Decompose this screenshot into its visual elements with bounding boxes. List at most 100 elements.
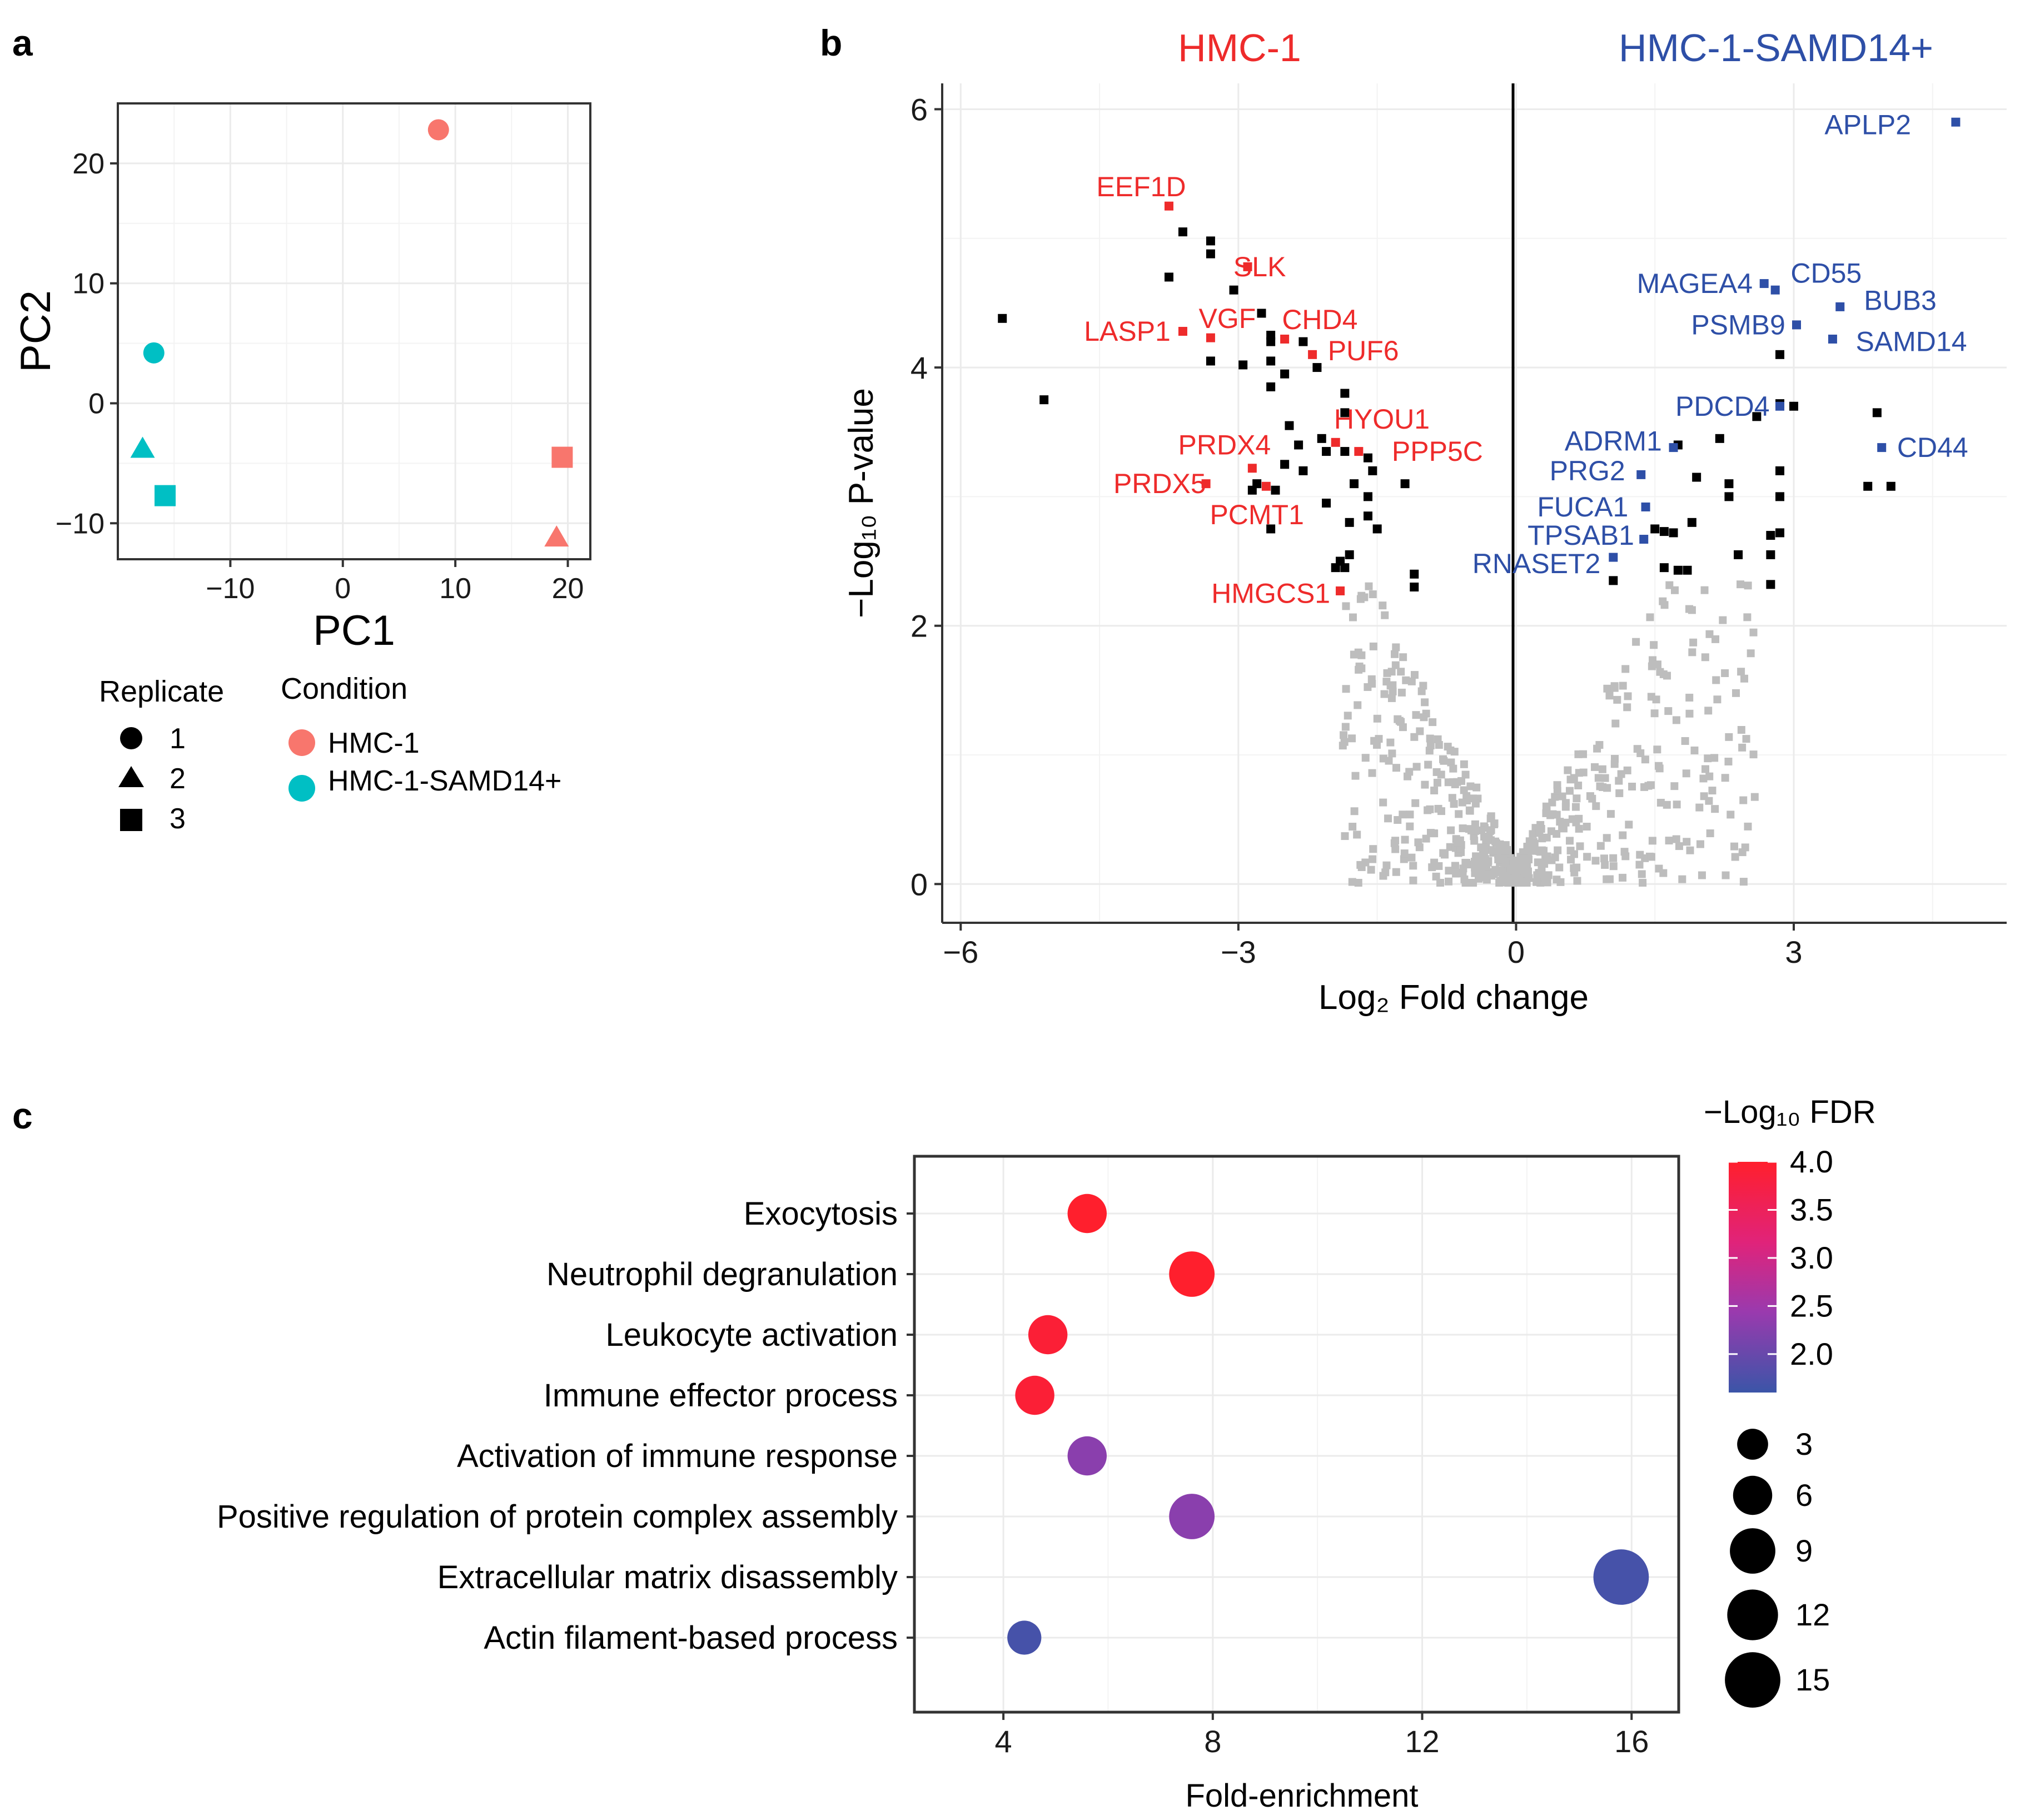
pca-point [427, 119, 449, 141]
volcano-ns-point [1409, 876, 1417, 884]
volcano-ns-point [1460, 760, 1468, 768]
volcano-ns-point [1686, 846, 1694, 854]
go-x-tick-label: 8 [1204, 1724, 1221, 1759]
volcano-ns-point [1648, 837, 1656, 845]
volcano-ns-point [1450, 800, 1458, 808]
volcano-ns-point [1547, 827, 1555, 836]
go-x-tick-label: 12 [1405, 1724, 1439, 1759]
volcano-nonsignificant-points [1339, 580, 1759, 887]
volcano-ns-point [1484, 871, 1492, 879]
volcano-ns-point [1369, 845, 1377, 853]
volcano-ns-point [1598, 765, 1606, 773]
volcano-ns-point [1673, 800, 1681, 809]
volcano-ns-point [1520, 854, 1528, 863]
volcano-sig-point [1340, 408, 1350, 417]
volcano-ns-point [1704, 707, 1713, 715]
fdr-tick-label: 3.0 [1790, 1240, 1833, 1275]
volcano-ns-point [1402, 676, 1410, 684]
gene-label-puf6: PUF6 [1328, 335, 1399, 366]
volcano-labeled-point [1609, 553, 1618, 562]
volcano-ns-point [1722, 871, 1730, 879]
volcano-ns-point [1340, 731, 1348, 739]
go-point [1067, 1194, 1107, 1234]
go-point [1015, 1375, 1054, 1415]
legend-replicate-3: 3 [170, 803, 186, 835]
volcano-ns-point [1379, 601, 1387, 610]
volcano-sig-point [1257, 309, 1266, 318]
volcano-ns-point [1625, 821, 1633, 829]
volcano-ns-point [1525, 837, 1534, 846]
volcano-ns-point [1737, 580, 1745, 589]
fdr-legend-title: −Log₁₀ FDR [1704, 1094, 1876, 1130]
volcano-ns-point [1590, 763, 1599, 771]
volcano-ns-point [1571, 803, 1580, 811]
size-legend-dot [1733, 1475, 1773, 1515]
volcano-ns-point [1659, 670, 1668, 678]
gene-label-hyou1: HYOU1 [1334, 404, 1430, 435]
volcano-ns-point [1613, 695, 1621, 704]
volcano-sig-point [1400, 479, 1410, 489]
volcano-sig-point [1886, 481, 1895, 491]
volcano-ns-point [1392, 868, 1400, 876]
volcano-labeled-point [1669, 443, 1678, 452]
volcano-ns-point [1551, 853, 1559, 862]
volcano-ns-point [1592, 802, 1600, 810]
legend-replicate-2: 2 [170, 763, 186, 795]
volcano-ns-point [1351, 772, 1360, 780]
volcano-sig-point [1766, 580, 1775, 589]
volcano-sig-point [1238, 360, 1248, 370]
volcano-ns-point [1553, 876, 1561, 884]
volcano-ns-point [1391, 661, 1400, 669]
volcano-sig-point [1775, 528, 1785, 538]
volcano-ns-point [1459, 824, 1467, 833]
gene-label-aplp2: APLP2 [1824, 109, 1911, 140]
fdr-tick-label: 4.0 [1790, 1144, 1833, 1179]
volcano-ns-point [1664, 707, 1673, 715]
volcano-significant-points [998, 227, 1895, 591]
volcano-ns-point [1388, 749, 1396, 758]
volcano-y-tick-label: 6 [910, 92, 928, 127]
volcano-ns-point [1596, 782, 1604, 790]
volcano-ns-point [1711, 805, 1719, 813]
volcano-axes: −6 −3 0 3 0 2 4 6 [910, 83, 2007, 969]
panel-letter-b: b [820, 22, 842, 63]
volcano-ns-point [1510, 857, 1518, 865]
volcano-ns-point [1520, 848, 1528, 857]
volcano-ns-point [1380, 690, 1389, 698]
pca-y-tick-label: 0 [88, 387, 105, 420]
volcano-ns-point [1481, 855, 1489, 863]
volcano-ns-point [1576, 842, 1584, 851]
volcano-ns-point [1743, 613, 1752, 621]
volcano-labeled-point [1951, 117, 1961, 127]
volcano-sig-point [1317, 434, 1326, 443]
go-term-label: Activation of immune response [457, 1438, 898, 1474]
volcano-ns-point [1533, 878, 1541, 886]
volcano-ns-point [1724, 757, 1733, 765]
volcano-sig-point [1752, 412, 1762, 421]
volcano-ns-point [1603, 834, 1611, 842]
volcano-ns-point [1448, 794, 1456, 802]
pca-points [130, 119, 573, 547]
volcano-ns-point [1492, 839, 1500, 847]
volcano-ns-point [1367, 866, 1375, 874]
pca-y-tick-label: −10 [56, 508, 105, 540]
fdr-tick-label: 2.5 [1790, 1288, 1833, 1323]
gene-label-vgf: VGF [1198, 303, 1256, 334]
volcano-ns-point [1490, 819, 1499, 828]
volcano-ns-point [1705, 772, 1714, 780]
volcano-ns-point [1472, 783, 1481, 792]
volcano-ns-point [1444, 743, 1452, 751]
volcano-x-tick-label: 0 [1507, 934, 1525, 969]
volcano-ns-point [1619, 873, 1627, 882]
volcano-sig-point [1298, 466, 1308, 475]
pca-point [143, 342, 165, 364]
volcano-sig-point [1280, 369, 1290, 379]
volcano-labeled-point [1641, 502, 1650, 511]
volcano-ns-point [1633, 745, 1641, 753]
volcano-ns-point [1615, 777, 1623, 785]
volcano-sig-point [1775, 492, 1785, 501]
volcano-ns-point [1341, 832, 1349, 841]
go-point [1169, 1494, 1215, 1539]
volcano-ns-point [1555, 863, 1564, 872]
gene-label-chd4: CHD4 [1282, 304, 1357, 335]
